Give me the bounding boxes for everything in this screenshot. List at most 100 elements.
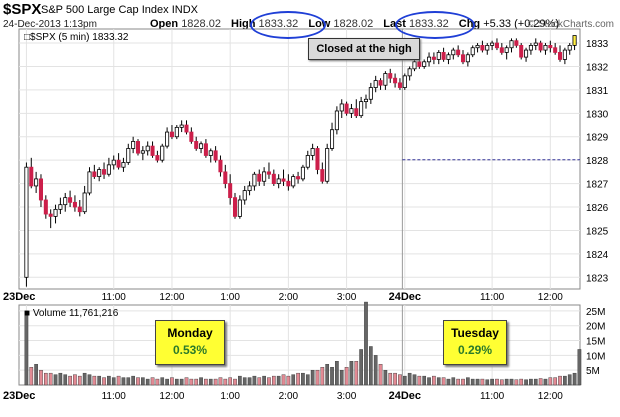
volume-bar — [257, 377, 262, 386]
volume-x-label: 11:00 — [102, 391, 127, 402]
candle-body — [48, 213, 53, 217]
volume-bar — [339, 369, 344, 386]
candle-body — [349, 108, 354, 114]
volume-bar — [107, 375, 111, 386]
volume-bar — [495, 378, 499, 386]
candle-body — [465, 54, 470, 63]
index-full-name: S&P 500 Large Cap Index — [41, 4, 169, 16]
volume-bar — [199, 377, 203, 386]
candle-body — [528, 44, 533, 51]
price-x-label: 12:00 — [538, 292, 563, 303]
volume-bar — [388, 372, 393, 386]
volume-bar — [427, 377, 431, 386]
price-x-label: 23Dec — [3, 291, 35, 303]
candle-body — [242, 190, 247, 201]
candle-body — [213, 150, 218, 161]
candle-body — [58, 204, 63, 210]
candle-body — [150, 145, 155, 156]
volume-bar — [509, 378, 514, 386]
candle-body — [189, 131, 194, 142]
volume-bar — [170, 377, 174, 386]
volume-bar — [174, 378, 179, 386]
candle-body — [286, 180, 291, 187]
volume-bar — [242, 377, 247, 386]
volume-bar — [412, 374, 417, 386]
volume-bar — [567, 374, 572, 386]
volume-bar — [145, 378, 150, 386]
volume-bar — [315, 369, 320, 386]
candle-body — [310, 148, 315, 156]
volume-bar — [349, 361, 354, 386]
volume-bar — [499, 379, 504, 386]
volume-bar — [233, 378, 237, 386]
candle-body — [160, 145, 165, 161]
candle-body — [102, 169, 107, 175]
candle-body — [257, 173, 262, 182]
candle-body — [339, 103, 344, 112]
price-panel — [18, 28, 581, 290]
candle-body — [456, 49, 461, 56]
volume-bar — [121, 377, 126, 386]
candle-body — [567, 44, 572, 51]
volume-bar — [383, 369, 388, 386]
volume-bar — [179, 378, 184, 386]
volume-bar — [354, 361, 359, 386]
volume-bar — [436, 377, 441, 386]
volume-bar — [519, 378, 524, 386]
price-tick-label: 1824 — [586, 250, 609, 261]
volume-bar — [325, 364, 330, 386]
monday-change: 0.53% — [172, 343, 208, 357]
volume-bar — [150, 377, 155, 386]
candle-body — [106, 164, 111, 175]
candle-body — [373, 80, 378, 88]
candle-body — [475, 44, 480, 49]
volume-tick-label: 15M — [586, 337, 605, 348]
price-tick-label: 1830 — [586, 109, 609, 120]
candle-body — [266, 171, 271, 175]
candle-body — [543, 44, 548, 51]
candle-body — [247, 185, 252, 192]
volume-bar — [490, 378, 494, 386]
volume-bar — [432, 375, 436, 386]
volume-bar — [320, 367, 325, 386]
volume-bar — [87, 374, 92, 386]
volume-bar — [296, 372, 300, 386]
volume-bar — [262, 375, 266, 386]
low-value: 1828.02 — [333, 18, 374, 30]
volume-bar — [451, 377, 456, 386]
candle-body — [291, 176, 296, 187]
volume-bar — [310, 369, 315, 386]
candle-body — [460, 54, 466, 63]
candle-body — [24, 166, 29, 278]
volume-bar — [572, 372, 577, 386]
volume-bar — [252, 375, 257, 386]
monday-label: Monday — [167, 326, 213, 340]
volume-bar — [407, 372, 412, 386]
price-tick-label: 1831 — [586, 86, 609, 97]
candle-body — [524, 49, 529, 58]
candle-body — [77, 206, 82, 213]
volume-bar — [82, 372, 87, 386]
price-tick-label: 1828 — [586, 156, 609, 167]
candle-body — [82, 192, 87, 213]
volume-bar — [53, 374, 58, 386]
volume-bar — [228, 377, 232, 386]
price-tick-label: 1832 — [586, 62, 609, 73]
candle-body — [174, 126, 179, 138]
volume-bar — [524, 379, 528, 386]
price-tick-label: 1826 — [586, 203, 609, 214]
candle-body — [514, 40, 519, 46]
candle-body — [388, 73, 393, 79]
candle-body — [480, 44, 485, 51]
candle-body — [378, 80, 383, 86]
volume-bar — [364, 301, 368, 386]
volume-bar — [359, 349, 363, 386]
candle-body — [262, 171, 267, 182]
volume-bar — [291, 374, 296, 386]
volume-x-label: 12:00 — [538, 391, 563, 402]
volume-x-label: 23Dec — [3, 390, 35, 402]
volume-bar — [461, 378, 465, 386]
candle-body — [494, 42, 499, 49]
candle-body — [223, 171, 228, 184]
